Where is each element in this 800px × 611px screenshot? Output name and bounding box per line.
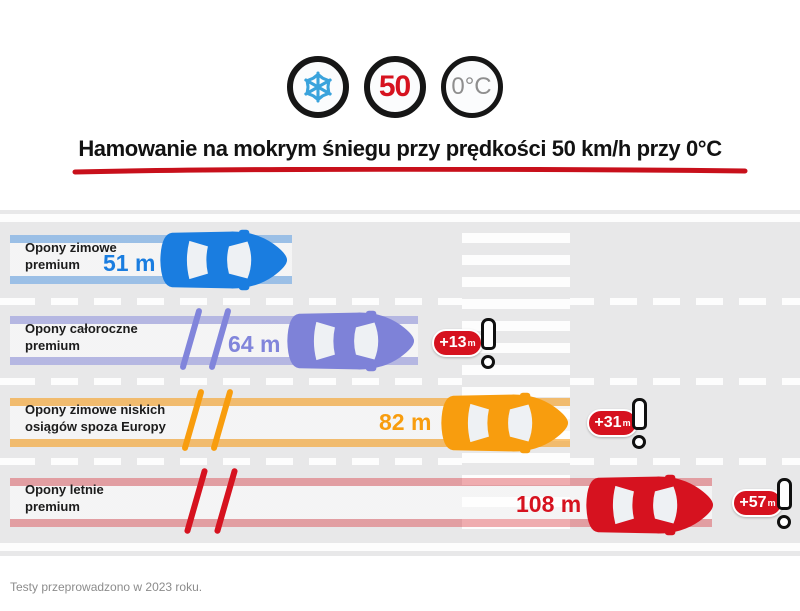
label-line: premium (25, 499, 80, 514)
label-line: Opony całoroczne (25, 321, 138, 336)
speed-value: 50 (378, 70, 411, 103)
label-line: Opony letnie (25, 482, 104, 497)
snow-condition-badge (286, 56, 349, 118)
warning-exclamation-icon (775, 478, 793, 529)
delta-unit: m (467, 337, 476, 348)
road-graphic: Opony zimowe premium Opony całoroczne pr… (0, 210, 800, 556)
tire-label-allseason-premium: Opony całoroczne premium (25, 320, 138, 354)
label-line: Opony zimowe (25, 240, 117, 255)
distance-value: 64 m (228, 331, 281, 357)
road-edge-line-top (0, 214, 800, 222)
label-line: premium (25, 338, 80, 353)
test-footnote: Testy przeprowadzono w 2023 roku. (10, 580, 203, 594)
car-icon-allseason-premium (287, 310, 415, 372)
car-icon-budget-winter (441, 392, 569, 454)
warning-exclamation-icon (479, 318, 497, 369)
label-line: Opony zimowe niskich (25, 402, 166, 417)
distance-value: 82 m (379, 409, 432, 435)
title-underline (72, 167, 748, 175)
label-line: premium (25, 257, 80, 272)
car-icon-summer-premium (586, 474, 714, 536)
car-icon-winter-premium (160, 229, 288, 291)
delta-value: +57 (739, 494, 767, 511)
temperature-badge: 0°C (440, 56, 503, 118)
delta-value: +31 (594, 414, 622, 431)
temperature-value: 0°C (451, 73, 492, 100)
tire-label-summer-premium: Opony letnie premium (25, 481, 104, 515)
warning-exclamation-icon (630, 398, 648, 449)
lane-divider (0, 378, 800, 385)
distance-value: 108 m (516, 491, 582, 517)
delta-badge: +31 m (587, 409, 638, 437)
lane-divider (0, 298, 800, 305)
tire-label-winter-premium: Opony zimowe premium (25, 239, 117, 273)
delta-badge: +13 m (432, 329, 483, 357)
delta-value: +13 (439, 334, 467, 351)
page-title: Hamowanie na mokrym śniegu przy prędkośc… (78, 136, 722, 161)
label-line: osiągów spoza Europy (25, 419, 166, 434)
snowflake-icon (303, 71, 332, 103)
tire-label-budget-winter: Opony zimowe niskich osiągów spoza Europ… (25, 401, 166, 435)
delta-unit: m (622, 417, 631, 428)
delta-badge: +57 m (732, 489, 783, 517)
delta-unit: m (767, 497, 776, 508)
condition-badges: 50 0°C (0, 56, 789, 118)
lane-divider (0, 458, 800, 465)
speed-limit-badge: 50 (363, 56, 426, 118)
distance-value: 51 m (103, 250, 156, 276)
road-edge-line-bottom (0, 543, 800, 551)
